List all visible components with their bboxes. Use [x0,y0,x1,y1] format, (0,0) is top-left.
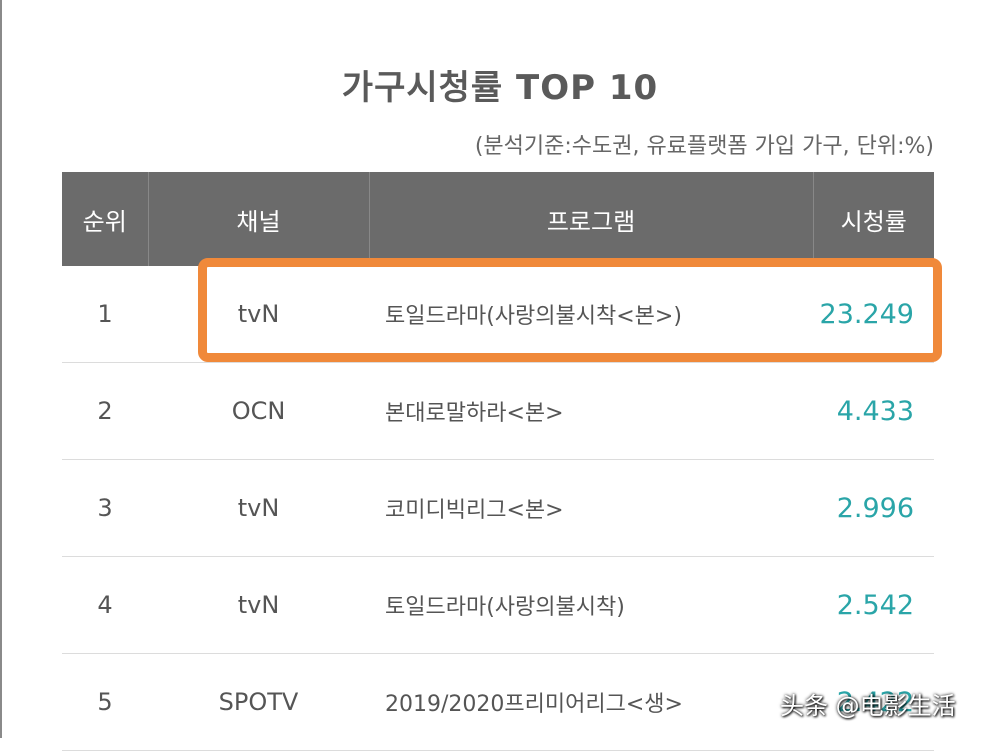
table-row: 3 tvN 코미디빅리그<본> 2.996 [62,459,934,557]
program-cell: 토일드라마(사랑의불시착) [369,556,813,654]
rank-cell: 3 [62,459,148,557]
page-title: 가구시청률 TOP 10 [341,68,659,108]
table-row: 1 tvN 토일드라마(사랑의불시착<본>) 23.249 [62,266,934,363]
program-cell: 2019/2020프리미어리그<생> [369,653,813,751]
channel-cell: OCN [148,362,369,460]
table-row: 2 OCN 본대로말하라<본> 4.433 [62,362,934,460]
rank-cell: 4 [62,556,148,654]
table-row: 4 tvN 토일드라마(사랑의불시착) 2.542 [62,556,934,654]
channel-cell: tvN [148,266,369,363]
header-channel: 채널 [148,172,370,266]
rating-cell: 4.433 [813,362,934,460]
rating-cell: 2.422 [813,653,934,751]
rating-cell: 23.249 [813,266,934,363]
program-cell: 코미디빅리그<본> [369,459,813,557]
channel-cell: SPOTV [148,653,369,751]
rank-cell: 1 [62,266,148,363]
header-program: 프로그램 [369,172,814,266]
rating-cell: 2.542 [813,556,934,654]
channel-cell: tvN [148,459,369,557]
watermark: 头条 @电影生活 [780,692,956,720]
program-cell: 본대로말하라<본> [369,362,813,460]
page-subtitle: (분석기준:수도권, 유료플랫폼 가입 가구, 단위:%) [474,134,934,159]
ratings-table: 순위 채널 프로그램 시청률 1 tvN 토일드라마(사랑의불시착<본>) 23… [62,172,934,751]
table-header-row: 순위 채널 프로그램 시청률 [62,172,934,266]
program-cell: 토일드라마(사랑의불시착<본>) [369,266,813,363]
table-row: 5 SPOTV 2019/2020프리미어리그<생> 2.422 [62,653,934,751]
channel-cell: tvN [148,556,369,654]
left-border [0,0,2,738]
header-rating: 시청률 [813,172,934,266]
rank-cell: 2 [62,362,148,460]
header-rank: 순위 [62,172,149,266]
rank-cell: 5 [62,653,148,751]
rating-cell: 2.996 [813,459,934,557]
